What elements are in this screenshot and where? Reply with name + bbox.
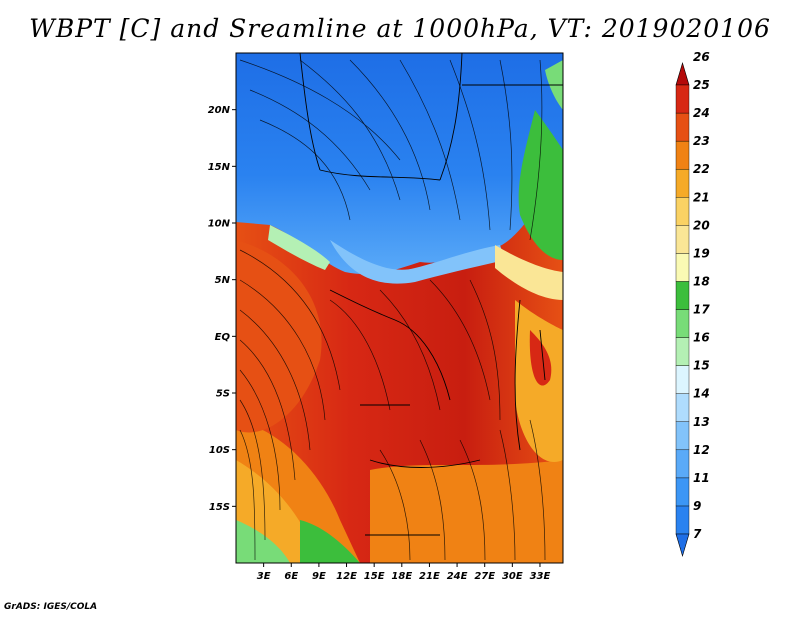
colorbar-segment: [675, 505, 690, 535]
colorbar-level-label: 14: [693, 387, 710, 401]
colorbar-level-label: 25: [693, 78, 710, 92]
colorbar-level-label: 17: [693, 303, 710, 317]
lon-tick-label: 6E: [284, 571, 298, 582]
colorbar-top-arrow: [675, 61, 690, 86]
lon-tick-label: 33E: [530, 571, 551, 582]
lon-tick-label: 21E: [419, 571, 440, 582]
colorbar-level-label: 24: [693, 106, 710, 120]
colorbar-level-label: 15: [693, 359, 710, 373]
latitude-axis: 20N 15N 10N 5N EQ 5S 10S 15S: [208, 105, 236, 513]
lon-tick-label: 18E: [391, 571, 412, 582]
wbpt-field: [236, 53, 563, 563]
longitude-axis: 3E 6E 9E 12E 15E 18E 21E 24E 27E 30E 33E: [257, 563, 551, 582]
colorbar: 7 9 11 12 13 14 15 16 17 18 19 20 21 22 23 24 25 26: [675, 50, 710, 558]
lat-tick-label: 15N: [208, 162, 231, 173]
colorbar-level-label: 7: [693, 527, 702, 541]
colorbar-level-label: 19: [693, 246, 710, 260]
colorbar-segment: [675, 225, 690, 254]
map-title: WBPT [C] and Sreamline at 1000hPa, VT: 2…: [29, 14, 771, 43]
colorbar-segment: [675, 281, 690, 310]
lon-tick-label: 3E: [257, 571, 271, 582]
colorbar-level-label: 11: [693, 471, 710, 485]
colorbar-segment: [675, 337, 690, 366]
lon-tick-label: 24E: [447, 571, 468, 582]
colorbar-level-label: 23: [693, 134, 710, 148]
grads-credit: GrADS: IGES/COLA: [4, 602, 98, 612]
colorbar-segment: [675, 168, 690, 198]
colorbar-level-label: 20: [693, 218, 710, 232]
colorbar-level-label: 16: [693, 331, 710, 345]
lat-tick-label: 15S: [209, 502, 230, 513]
colorbar-segment: [675, 84, 690, 114]
colorbar-level-label: 22: [693, 162, 710, 176]
colorbar-level-label: 18: [693, 274, 710, 288]
lat-tick-label: 20N: [208, 105, 231, 116]
lat-tick-label: 10S: [209, 445, 230, 456]
map-frame: [235, 52, 564, 564]
colorbar-segment: [675, 140, 690, 170]
colorbar-level-label: 9: [693, 499, 701, 513]
colorbar-segment: [675, 253, 690, 282]
colorbar-segment: [675, 477, 690, 507]
lat-tick-label: EQ: [215, 332, 231, 343]
colorbar-bottom-arrow: [675, 533, 690, 558]
colorbar-segment: [675, 112, 690, 142]
colorbar-segment: [675, 449, 690, 479]
colorbar-level-label: 13: [693, 415, 710, 429]
colorbar-segment: [675, 421, 690, 451]
lat-tick-label: 5N: [215, 275, 231, 286]
lon-tick-label: 27E: [474, 571, 495, 582]
lon-tick-label: 30E: [502, 571, 523, 582]
colorbar-level-label: 26: [693, 50, 710, 64]
lon-tick-label: 12E: [336, 571, 357, 582]
lat-tick-label: 5S: [216, 389, 230, 400]
colorbar-segment: [675, 365, 690, 394]
colorbar-segment: [675, 393, 690, 422]
colorbar-segment: [675, 197, 690, 226]
colorbar-level-label: 21: [693, 190, 710, 204]
colorbar-level-label: 12: [693, 443, 710, 457]
colorbar-segment: [675, 309, 690, 338]
lon-tick-label: 9E: [312, 571, 326, 582]
lat-tick-label: 10N: [208, 219, 231, 230]
lon-tick-label: 15E: [364, 571, 385, 582]
